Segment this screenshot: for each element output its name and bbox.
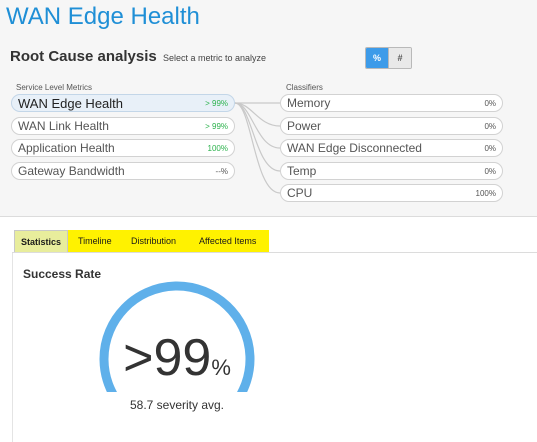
classifier-item-value: 0% — [484, 166, 496, 176]
severity-average: 58.7 severity avg. — [129, 398, 225, 412]
slm-item-label: WAN Link Health — [18, 119, 109, 133]
slm-item-wan-link-health[interactable]: WAN Link Health > 99% — [11, 117, 235, 135]
classifiers-column-label: Classifiers — [286, 83, 323, 92]
connector-lines — [234, 102, 281, 194]
success-rate-title: Success Rate — [23, 267, 102, 281]
tab-highlight — [14, 230, 269, 252]
gauge-arc — [99, 281, 255, 392]
classifier-item-cpu[interactable]: CPU 100% — [280, 184, 503, 202]
tab-bar — [12, 230, 537, 253]
classifier-item-label: CPU — [287, 186, 313, 200]
classifier-item-memory[interactable]: Memory 0% — [280, 94, 503, 112]
classifier-item-label: Temp — [287, 164, 317, 178]
classifier-item-temp[interactable]: Temp 0% — [280, 162, 503, 180]
success-rate-value: >99% — [112, 330, 242, 396]
slm-item-value: --% — [215, 166, 228, 176]
classifier-item-value: 100% — [475, 188, 496, 198]
success-rate-number: >99 — [123, 329, 212, 387]
slm-item-application-health[interactable]: Application Health 100% — [11, 139, 235, 157]
slm-item-gateway-bandwidth[interactable]: Gateway Bandwidth --% — [11, 162, 235, 180]
page-title: WAN Edge Health — [6, 3, 200, 30]
rca-hint: Select a metric to analyze — [163, 53, 267, 63]
classifier-item-label: WAN Edge Disconnected — [287, 141, 422, 155]
slm-item-value: > 99% — [205, 121, 228, 131]
connector-cpu — [234, 102, 281, 194]
slm-item-label: Application Health — [18, 141, 115, 155]
success-rate-unit: % — [211, 355, 231, 380]
tab-affected-items[interactable]: Affected Items — [199, 236, 257, 246]
slm-item-wan-edge-health[interactable]: WAN Edge Health > 99% — [11, 94, 235, 112]
slm-column-label: Service Level Metrics — [16, 83, 93, 92]
statistics-panel — [12, 253, 537, 442]
classifier-item-value: 0% — [484, 98, 496, 108]
unit-toggle: % # — [365, 47, 412, 69]
tab-statistics[interactable]: Statistics — [14, 230, 69, 252]
slm-item-label: WAN Edge Health — [18, 95, 124, 111]
success-rate-gauge — [99, 281, 255, 392]
classifier-item-value: 0% — [484, 121, 496, 131]
classifier-item-value: 0% — [484, 143, 496, 153]
slm-item-value: 100% — [207, 143, 228, 153]
slm-item-label: Gateway Bandwidth — [18, 164, 125, 178]
classifier-item-wan-edge-disconnected[interactable]: WAN Edge Disconnected 0% — [280, 139, 503, 157]
rca-title: Root Cause analysis — [10, 48, 157, 65]
tab-distribution[interactable]: Distribution — [131, 236, 177, 246]
classifier-item-power[interactable]: Power 0% — [280, 117, 503, 135]
classifier-item-label: Memory — [287, 96, 331, 110]
count-toggle-button[interactable]: # — [388, 48, 411, 68]
slm-item-value: > 99% — [205, 98, 228, 108]
percent-toggle-button[interactable]: % — [366, 48, 388, 68]
classifier-item-label: Power — [287, 119, 322, 133]
tab-timeline[interactable]: Timeline — [78, 236, 112, 246]
